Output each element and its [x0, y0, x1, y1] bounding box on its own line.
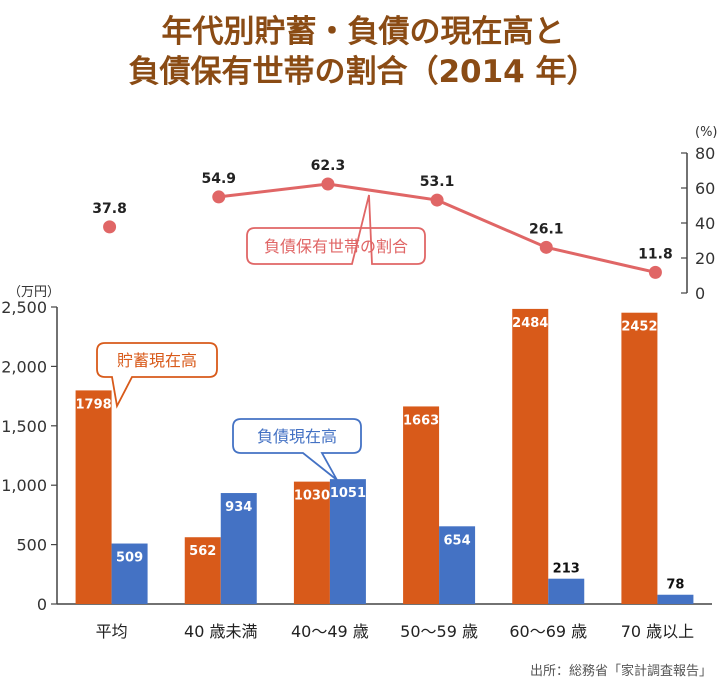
ratio-point	[103, 220, 117, 234]
left-y-unit: （万円）	[8, 285, 60, 300]
x-tick-label: 60〜69 歳	[509, 622, 587, 641]
savings-value-label: 2484	[512, 316, 548, 331]
savings-value-label: 1030	[294, 489, 330, 504]
ratio-value-label: 53.1	[420, 174, 455, 190]
left-y-tick-label: 0	[37, 595, 47, 614]
right-y-tick-label: 20	[695, 249, 715, 268]
debt-legend-label: 負債現在高	[257, 427, 337, 446]
left-y-tick-label: 1,500	[1, 417, 47, 436]
savings-bar	[621, 312, 658, 604]
x-tick-label: 50〜59 歳	[400, 622, 478, 641]
savings-bar	[403, 406, 440, 604]
debt-bar	[439, 526, 476, 604]
savings-bar	[512, 308, 549, 604]
x-tick-label: 70 歳以上	[621, 622, 694, 641]
savings-value-label: 1663	[403, 413, 439, 428]
debt-bar	[548, 578, 585, 604]
debt-value-label: 1051	[330, 486, 366, 501]
savings-legend-label: 貯蓄現在高	[117, 351, 197, 370]
savings-bar	[75, 390, 112, 604]
ratio-callout	[246, 194, 426, 265]
ratio-point	[430, 193, 444, 207]
debt-value-label: 654	[444, 533, 471, 548]
savings-callout	[96, 342, 218, 409]
debt-bar	[111, 543, 148, 604]
ratio-point	[212, 190, 226, 204]
debt-value-label: 213	[553, 562, 580, 577]
source-note: 出所：総務省「家計調査報告」	[529, 664, 712, 679]
debt-callout	[232, 418, 362, 481]
debt-bar	[220, 493, 257, 604]
ratio-legend-label: 負債保有世帯の割合	[264, 237, 408, 256]
left-y-tick-label: 2,500	[1, 298, 47, 317]
ratio-point	[648, 265, 662, 279]
ratio-value-label: 11.8	[638, 246, 673, 262]
ratio-value-label: 26.1	[529, 221, 564, 237]
savings-value-label: 1798	[75, 397, 111, 412]
savings-value-label: 562	[189, 544, 216, 559]
ratio-point	[321, 177, 335, 191]
debt-bar	[657, 594, 694, 604]
ratio-value-label: 37.8	[92, 201, 127, 217]
ratio-point	[539, 240, 553, 254]
chart-title-line-1: 年代別貯蓄・負債の現在高と	[161, 14, 565, 50]
savings-bar	[184, 537, 221, 604]
right-y-tick-label: 0	[695, 284, 705, 303]
savings-bar	[293, 481, 330, 604]
left-y-tick-label: 500	[16, 536, 47, 555]
savings-value-label: 2452	[621, 320, 657, 335]
x-tick-label: 平均	[96, 622, 128, 641]
left-y-tick-label: 2,000	[1, 357, 47, 376]
right-y-unit: (%)	[695, 125, 718, 140]
right-y-tick-label: 40	[695, 214, 715, 233]
debt-bar	[329, 479, 366, 604]
right-y-tick-label: 80	[695, 144, 715, 163]
debt-value-label: 934	[225, 500, 252, 515]
x-tick-label: 40 歳未満	[184, 622, 257, 641]
ratio-value-label: 54.9	[201, 171, 236, 187]
debt-value-label: 509	[116, 551, 143, 566]
left-y-tick-label: 1,000	[1, 476, 47, 495]
x-tick-label: 40〜49 歳	[291, 622, 369, 641]
chart-title-line-2: 負債保有世帯の割合（2014 年）	[128, 54, 598, 90]
debt-value-label: 78	[666, 578, 684, 593]
ratio-value-label: 62.3	[311, 158, 346, 174]
right-y-tick-label: 60	[695, 179, 715, 198]
